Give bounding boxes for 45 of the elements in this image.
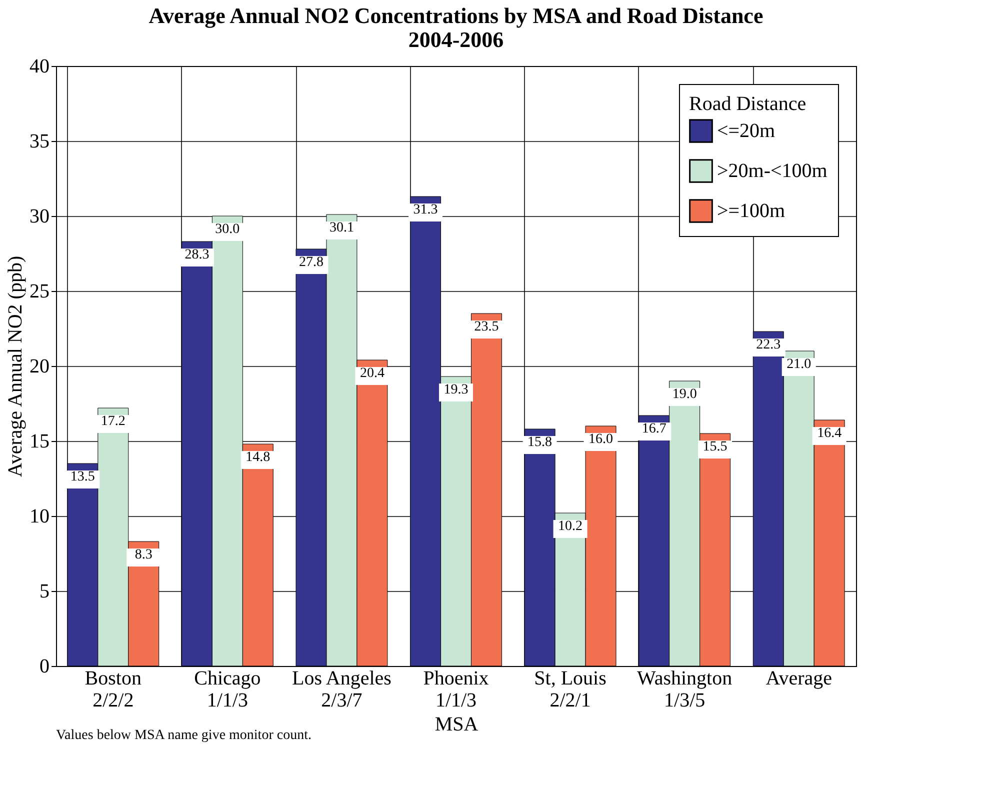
legend-title: Road Distance (689, 93, 806, 115)
y-tick-label: 5 (40, 580, 50, 602)
y-tick-label: 0 (40, 656, 50, 678)
data-label: 14.8 (246, 450, 270, 465)
data-label: 21.0 (786, 357, 812, 372)
data-label: 16.0 (588, 432, 614, 447)
y-tick-label: 40 (30, 56, 50, 78)
x-axis-title: MSA (434, 714, 479, 736)
data-label: 16.4 (817, 426, 842, 441)
legend-label: >20m-<100m (717, 160, 828, 182)
data-label: 30.1 (329, 220, 354, 236)
data-label: 13.5 (70, 470, 95, 484)
data-label: 22.3 (756, 338, 781, 352)
data-label: 15.5 (702, 440, 728, 454)
x-tick-label: Boston 2/2/2 (84, 668, 142, 712)
x-tick-label: Washington 1/3/5 (637, 668, 732, 712)
y-tick-label: 10 (30, 506, 50, 528)
data-label: 15.8 (528, 435, 552, 450)
y-tick-label: 25 (30, 280, 50, 302)
y-tick-label: 30 (30, 206, 50, 228)
text: Values below MSA name give monitor count. (56, 728, 312, 743)
legend-label: >=100m (717, 200, 786, 222)
data-label: 31.3 (413, 202, 438, 218)
y-tick-label: 15 (30, 430, 50, 452)
x-tick-label: Phoenix 1/1/3 (423, 668, 489, 712)
data-label: 30.0 (215, 222, 240, 237)
data-label: 10.2 (558, 519, 583, 534)
data-label: 27.8 (298, 255, 324, 270)
data-label: 19.3 (444, 382, 468, 398)
y-axis-title: Average Annual NO2 (ppb) (4, 256, 26, 478)
data-label: 17.2 (100, 414, 126, 429)
x-tick-label: Los Angeles 2/3/7 (292, 668, 392, 712)
data-label: 28.3 (184, 248, 210, 262)
data-label: 23.5 (474, 320, 499, 334)
data-label: 20.4 (360, 366, 384, 381)
chart-title: Average Annual NO2 Concentrations by MSA and Road Distance 2004-2006 (148, 3, 764, 52)
data-label: 8.3 (134, 548, 152, 562)
y-tick-label: 35 (30, 130, 50, 152)
data-label: 19.0 (672, 387, 697, 402)
x-tick-label: St, Louis 2/2/1 (534, 668, 607, 712)
x-tick-label: Chicago 1/1/3 (194, 668, 261, 712)
legend-label: <=20m (717, 120, 776, 142)
data-label: 16.7 (642, 422, 666, 436)
x-tick-label: Average (766, 668, 832, 690)
y-tick-label: 20 (30, 356, 50, 378)
